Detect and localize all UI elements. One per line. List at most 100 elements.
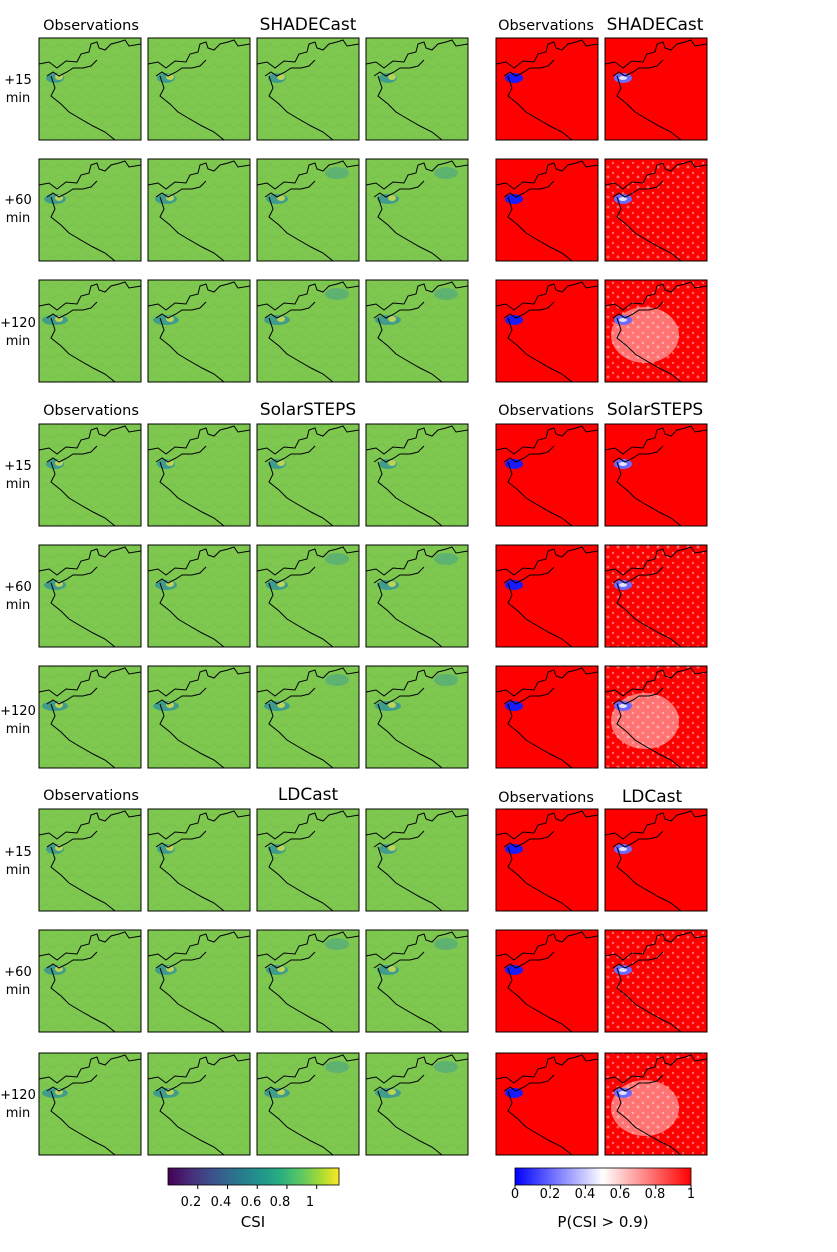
country-border	[365, 810, 469, 840]
csi-map-panel	[256, 929, 360, 1033]
country-border	[50, 582, 116, 648]
country-border	[155, 830, 207, 848]
country-border	[50, 461, 116, 527]
country-border	[155, 687, 207, 705]
country-border	[373, 301, 425, 319]
panel-background	[148, 1053, 250, 1155]
block-1-right-method-label: SolarSTEPS	[607, 400, 703, 420]
panel-frame	[604, 929, 708, 1033]
country-border	[268, 75, 334, 141]
prob-colorbar-tick-label: 0	[511, 1187, 519, 1202]
panel-frame	[495, 929, 599, 1033]
uncertain-core	[619, 197, 627, 201]
panel-frame	[147, 808, 251, 912]
panel-frame	[256, 158, 360, 262]
panel-background	[496, 424, 598, 526]
country-border	[377, 846, 443, 912]
panel-background	[496, 930, 598, 1032]
country-border	[46, 566, 98, 584]
row-label-lead: +60	[4, 580, 31, 595]
country-border	[264, 687, 316, 705]
country-border	[503, 301, 555, 319]
panel-background	[605, 159, 707, 261]
country-border	[507, 317, 573, 383]
panel-frame	[365, 279, 469, 383]
row-label-lead: +120	[0, 316, 36, 331]
country-border	[377, 967, 443, 1033]
csi-map-panel	[256, 158, 360, 262]
row-label-unit: min	[6, 477, 31, 492]
forecast-noise	[325, 938, 349, 950]
country-border	[38, 546, 142, 576]
country-border	[268, 196, 334, 262]
panel-frame	[495, 1052, 599, 1156]
forecast-noise	[434, 288, 458, 300]
panel-background	[148, 280, 250, 382]
country-border	[264, 951, 316, 969]
panel-frame	[365, 808, 469, 912]
country-border	[495, 546, 599, 576]
panel-background	[39, 809, 141, 911]
clear-sky-patch	[388, 966, 396, 972]
country-border	[377, 703, 443, 769]
panel-frame	[365, 929, 469, 1033]
block-0-right-observations-label: Observations	[498, 18, 594, 34]
country-border	[155, 59, 207, 77]
panel-frame	[147, 423, 251, 527]
country-border	[256, 1054, 360, 1084]
country-border	[256, 39, 360, 69]
country-border	[495, 425, 599, 455]
csi-map-panel	[147, 37, 251, 141]
country-border	[147, 931, 251, 961]
country-border	[38, 931, 142, 961]
uncertain-core	[619, 704, 627, 708]
panel-background	[605, 280, 707, 382]
csi-map-panel	[38, 544, 142, 648]
panel-frame	[38, 929, 142, 1033]
panel-frame	[604, 37, 708, 141]
probability-map-panel	[604, 544, 708, 648]
panel-background	[257, 666, 359, 768]
csi-map-panel	[38, 423, 142, 527]
country-border	[373, 59, 425, 77]
panel-frame	[604, 665, 708, 769]
country-border	[46, 59, 98, 77]
country-border	[155, 445, 207, 463]
country-border	[50, 846, 116, 912]
country-border	[264, 445, 316, 463]
panel-background	[366, 666, 468, 768]
panel-frame	[147, 37, 251, 141]
country-border	[38, 160, 142, 190]
country-border	[365, 546, 469, 576]
country-border	[38, 425, 142, 455]
panel-background	[366, 159, 468, 261]
row-label-unit: min	[6, 1106, 31, 1121]
csi-map-panel	[365, 929, 469, 1033]
panel-background	[257, 809, 359, 911]
panel-background	[366, 280, 468, 382]
country-border	[365, 160, 469, 190]
row-label-unit: min	[6, 334, 31, 349]
country-border	[373, 566, 425, 584]
country-border	[268, 317, 334, 383]
probability-map-panel	[495, 929, 599, 1033]
block-2-right-observations-label: Observations	[498, 790, 594, 806]
country-border	[155, 951, 207, 969]
country-border	[159, 317, 225, 383]
panel-frame	[495, 37, 599, 141]
country-border	[495, 810, 599, 840]
csi-map-panel	[147, 279, 251, 383]
country-border	[268, 846, 334, 912]
country-border	[147, 810, 251, 840]
country-border	[373, 445, 425, 463]
clear-sky-patch	[388, 845, 396, 851]
panel-frame	[495, 544, 599, 648]
country-border	[616, 846, 682, 912]
panel-background	[496, 280, 598, 382]
block-2-observations-label: Observations	[43, 788, 139, 804]
country-border	[616, 196, 682, 262]
panel-background	[366, 545, 468, 647]
row-label-unit: min	[6, 598, 31, 613]
country-border	[46, 1074, 98, 1092]
panel-background	[496, 545, 598, 647]
